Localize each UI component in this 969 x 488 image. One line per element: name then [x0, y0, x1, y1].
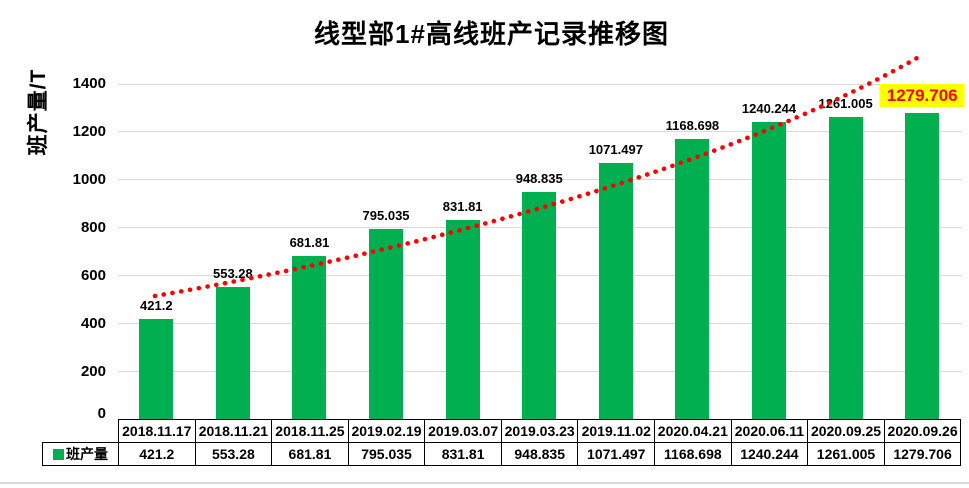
bar-value-label: 1261.005 [818, 96, 873, 112]
value-row: 班产量 421.2 553.28 681.81 795.035 831.81 948.83… [42, 442, 962, 466]
bar-value-label: 1168.698 [665, 118, 720, 134]
y-tick-label: 0 [97, 404, 106, 422]
value-cell: 1168.698 [654, 442, 732, 466]
y-tick-label: 1200 [72, 122, 106, 140]
value-cell: 1261.005 [807, 442, 885, 466]
y-tick-label: 400 [80, 314, 106, 332]
legend-cell: 班产量 [42, 442, 119, 466]
value-cell: 1240.244 [730, 442, 809, 466]
value-cell: 1071.497 [577, 442, 656, 466]
value-cell: 421.2 [118, 442, 196, 466]
date-header-cell: 2018.11.25 [271, 419, 349, 443]
bar [139, 318, 174, 420]
gridline [118, 83, 962, 85]
date-header-cell: 2020.04.21 [654, 419, 732, 443]
bar [522, 192, 557, 420]
bar-value-label-highlighted: 1279.706 [879, 83, 965, 107]
bar [675, 139, 710, 420]
date-header-cell: 2020.09.25 [807, 419, 885, 443]
bar-value-label: 1240.244 [741, 101, 797, 117]
bar-value-label: 553.28 [212, 265, 253, 281]
y-tick-label: 200 [80, 362, 106, 380]
y-tick-label: 1000 [72, 170, 106, 188]
bar-value-label: 1071.497 [588, 141, 643, 157]
date-header-cell: 2018.11.21 [194, 419, 273, 443]
bar [752, 122, 786, 420]
bar [598, 162, 633, 420]
bar [828, 117, 863, 420]
bar-value-label: 948.835 [515, 171, 563, 187]
date-header-cell: 2019.02.19 [347, 419, 426, 443]
y-tick-label: 600 [80, 266, 106, 284]
bar-value-label: 831.81 [442, 199, 483, 215]
legend-swatch-icon [53, 449, 64, 460]
date-header-cell: 2018.11.17 [118, 419, 196, 443]
y-tick-label: 1400 [72, 75, 106, 92]
date-header-cell: 2020.06.11 [730, 419, 809, 443]
value-cell: 948.835 [500, 442, 579, 466]
bar [292, 256, 327, 420]
bar-value-label: 681.81 [289, 235, 330, 251]
date-header-cell: 2020.09.26 [883, 419, 962, 443]
data-table: 2018.11.17 2018.11.21 2018.11.25 2019.02.19… [42, 419, 962, 466]
date-header-cell: 2019.03.07 [424, 419, 502, 443]
bar-value-label: 421.2 [140, 297, 173, 313]
value-cell: 795.035 [347, 442, 426, 466]
date-header-cell: 2019.11.02 [577, 419, 656, 443]
bar [369, 228, 404, 420]
bottom-divider [0, 482, 969, 484]
value-cell: 553.28 [194, 442, 273, 466]
value-cell: 681.81 [271, 442, 349, 466]
legend-label: 班产量 [66, 446, 108, 462]
value-cell: 1279.706 [883, 442, 962, 466]
bar-value-label: 795.035 [362, 207, 410, 223]
date-header-row: 2018.11.17 2018.11.21 2018.11.25 2019.02.19… [43, 419, 962, 443]
table-blank-corner [43, 420, 119, 443]
y-tick-label: 800 [80, 218, 106, 236]
bar [215, 286, 250, 420]
date-header-cell: 2019.03.23 [500, 419, 579, 443]
bar [445, 220, 480, 420]
value-cell: 831.81 [424, 442, 502, 466]
bar [905, 112, 940, 420]
chart-title: 线型部1#高线班产记录推移图 [314, 19, 669, 49]
